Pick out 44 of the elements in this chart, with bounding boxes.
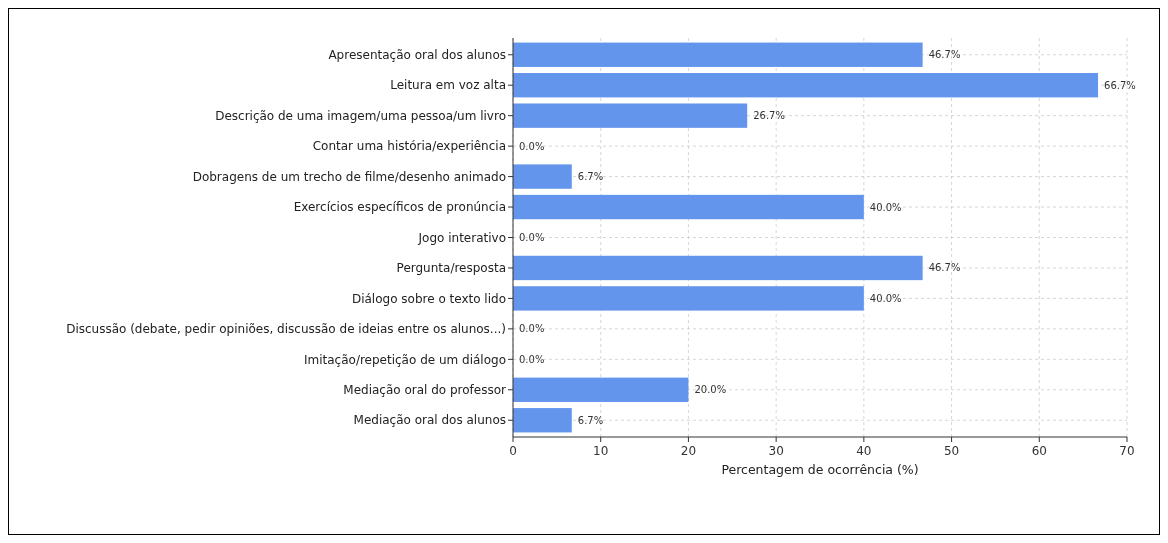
data-label: 0.0% bbox=[519, 353, 545, 365]
y-tick-label: Descrição de uma imagem/uma pessoa/um livro bbox=[215, 108, 506, 123]
data-label: 46.7% bbox=[928, 262, 961, 274]
y-tick-label: Discussão (debate, pedir opiniões, discussão de ideias entre os alunos...) bbox=[66, 322, 506, 337]
bar bbox=[513, 408, 572, 433]
x-tick-label: 40 bbox=[856, 444, 872, 458]
data-label: 40.0% bbox=[869, 201, 902, 213]
data-label: 46.7% bbox=[928, 49, 961, 61]
data-label: 0.0% bbox=[519, 323, 545, 335]
x-tick-label: 0 bbox=[509, 444, 517, 458]
data-label: 20.0% bbox=[694, 384, 727, 396]
y-tick-label: Contar uma história/experiência bbox=[312, 139, 506, 154]
y-tick-label: Pergunta/resposta bbox=[396, 261, 506, 276]
data-label: 6.7% bbox=[577, 414, 604, 426]
bar bbox=[513, 73, 1099, 98]
x-tick-label: 70 bbox=[1119, 444, 1135, 458]
y-tick-label: Leitura em voz alta bbox=[390, 78, 506, 93]
bar bbox=[513, 286, 864, 311]
x-axis-title: Percentagem de ocorrência (%) bbox=[721, 462, 919, 477]
data-label: 6.7% bbox=[577, 171, 604, 183]
bar bbox=[513, 255, 923, 281]
bar bbox=[513, 103, 748, 128]
x-tick-label: 30 bbox=[768, 444, 784, 458]
y-tick-label: Jogo interativo bbox=[417, 230, 506, 245]
bar bbox=[513, 194, 864, 220]
data-label: 0.0% bbox=[519, 232, 545, 243]
y-tick-label: Mediação oral do professor bbox=[343, 382, 507, 397]
bar bbox=[513, 164, 572, 189]
y-tick-label: Exercícios específicos de pronúncia bbox=[293, 200, 506, 215]
data-label: 66.7% bbox=[1104, 79, 1136, 91]
data-label: 40.0% bbox=[869, 292, 902, 304]
y-tick-label: Imitação/repetição de um diálogo bbox=[303, 352, 506, 367]
x-tick-label: 60 bbox=[1031, 444, 1047, 458]
data-label: 0.0% bbox=[519, 140, 545, 152]
y-tick-label: Apresentação oral dos alunos bbox=[328, 47, 506, 62]
bar bbox=[513, 377, 689, 402]
x-tick-label: 10 bbox=[593, 444, 609, 458]
x-tick-label: 20 bbox=[680, 444, 697, 458]
y-tick-label: Mediação oral dos alunos bbox=[353, 413, 506, 428]
y-tick-label: Dobragens de um trecho de filme/desenho animado bbox=[192, 169, 506, 184]
bar bbox=[513, 42, 923, 67]
x-tick-label: 50 bbox=[943, 444, 960, 458]
y-tick-label: Diálogo sobre o texto lido bbox=[351, 291, 506, 306]
data-label: 26.7% bbox=[753, 110, 785, 122]
